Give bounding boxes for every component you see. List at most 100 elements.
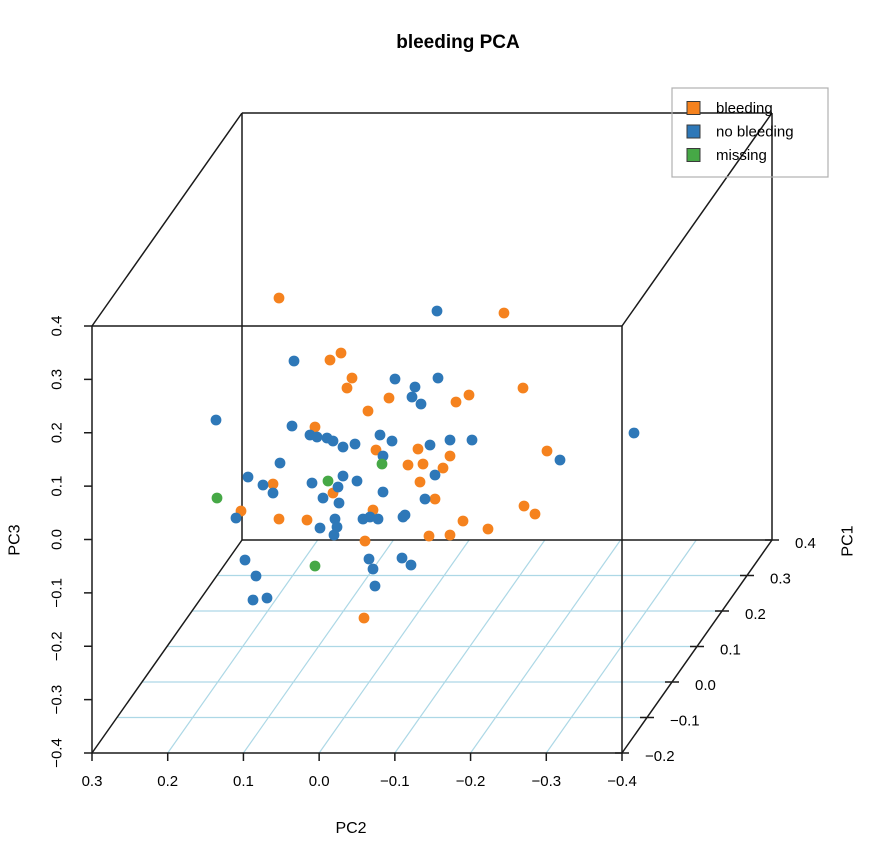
tick-label: −0.3 — [531, 773, 561, 790]
legend-label: missing — [716, 147, 767, 164]
data-point-missing — [376, 458, 388, 470]
data-point-no-bleeding — [328, 529, 340, 541]
tick-label: 0.4 — [795, 535, 816, 552]
data-point-bleeding — [362, 405, 374, 417]
data-point-no-bleeding — [357, 513, 369, 525]
tick-label: −0.1 — [670, 713, 700, 730]
data-point-no-bleeding — [286, 420, 298, 432]
tick-label: 0.2 — [745, 606, 766, 623]
tick-label: −0.4 — [49, 738, 66, 768]
tick-label: 0.1 — [49, 476, 66, 497]
data-point-no-bleeding — [396, 552, 408, 564]
data-point-no-bleeding — [332, 481, 344, 493]
data-point-no-bleeding — [386, 435, 398, 447]
data-point-no-bleeding — [419, 493, 431, 505]
data-point-no-bleeding — [431, 305, 443, 317]
box-edge — [91, 112, 243, 327]
legend: bleeding no bleeding missing — [671, 87, 829, 178]
legend-label: bleeding — [716, 100, 773, 117]
data-point-bleeding — [457, 515, 469, 527]
data-point-bleeding — [370, 444, 382, 456]
tick-label: 0.0 — [309, 773, 330, 790]
data-point-bleeding — [402, 459, 414, 471]
data-point-no-bleeding — [288, 355, 300, 367]
tick-labels: 0.3 0.2 0.1 0.0 −0.1 −0.2 −0.3 −0.4 0.4 0.3 0.2 0.1… — [49, 316, 816, 790]
data-point-no-bleeding — [389, 373, 401, 385]
data-point-bleeding — [383, 392, 395, 404]
x-axis-label: PC2 — [335, 820, 366, 837]
grid-line — [318, 539, 470, 754]
data-point-no-bleeding — [239, 554, 251, 566]
data-point-bleeding — [423, 530, 435, 542]
box-edge — [621, 112, 773, 327]
data-point-bleeding — [437, 462, 449, 474]
axis-ticks — [84, 325, 779, 761]
tick-label: −0.2 — [49, 631, 66, 661]
data-point-no-bleeding — [333, 497, 345, 509]
data-point-bleeding — [341, 382, 353, 394]
tick-label: −0.2 — [456, 773, 486, 790]
data-point-bleeding — [412, 443, 424, 455]
data-point-no-bleeding — [628, 427, 640, 439]
data-point-no-bleeding — [444, 434, 456, 446]
data-point-bleeding — [346, 372, 358, 384]
data-point-no-bleeding — [250, 570, 262, 582]
data-point-no-bleeding — [317, 492, 329, 504]
data-point-no-bleeding — [466, 434, 478, 446]
data-point-no-bleeding — [372, 513, 384, 525]
data-point-no-bleeding — [363, 553, 375, 565]
data-point-no-bleeding — [257, 479, 269, 491]
data-point-no-bleeding — [314, 522, 326, 534]
legend-swatch — [686, 101, 701, 115]
data-point-no-bleeding — [554, 454, 566, 466]
legend-label: no bleeding — [716, 124, 794, 141]
z-axis-label: PC3 — [7, 524, 24, 555]
tick-label: 0.2 — [157, 773, 178, 790]
data-point-no-bleeding — [405, 559, 417, 571]
data-point-no-bleeding — [261, 592, 273, 604]
data-point-bleeding — [359, 535, 371, 547]
data-point-missing — [211, 492, 223, 504]
data-point-missing — [322, 475, 334, 487]
data-point-bleeding — [450, 396, 462, 408]
data-point-bleeding — [267, 478, 279, 490]
data-point-bleeding — [463, 389, 475, 401]
data-point-bleeding — [517, 382, 529, 394]
grid-line — [242, 539, 394, 754]
grid-line — [470, 539, 622, 754]
data-point-bleeding — [324, 354, 336, 366]
data-point-no-bleeding — [337, 441, 349, 453]
tick-label: −0.1 — [49, 578, 66, 608]
data-point-no-bleeding — [242, 471, 254, 483]
data-point-no-bleeding — [415, 398, 427, 410]
tick-label: 0.0 — [695, 677, 716, 694]
legend-swatch — [686, 148, 701, 162]
data-point-no-bleeding — [409, 381, 421, 393]
data-point-no-bleeding — [349, 438, 361, 450]
data-point-no-bleeding — [367, 563, 379, 575]
box-frame — [91, 112, 773, 754]
data-point-no-bleeding — [311, 431, 323, 443]
data-point-no-bleeding — [432, 372, 444, 384]
tick-label: −0.3 — [49, 685, 66, 715]
grid-line — [167, 539, 319, 754]
data-point-bleeding — [429, 493, 441, 505]
data-point-bleeding — [498, 307, 510, 319]
tick-label: −0.1 — [380, 773, 410, 790]
tick-label: 0.3 — [770, 571, 791, 588]
chart-title: bleeding PCA — [396, 32, 520, 53]
data-point-bleeding — [482, 523, 494, 535]
data-point-bleeding — [273, 513, 285, 525]
data-point-bleeding — [518, 500, 530, 512]
data-point-bleeding — [417, 458, 429, 470]
data-point-bleeding — [309, 421, 321, 433]
data-point-bleeding — [301, 514, 313, 526]
data-point-bleeding — [358, 612, 370, 624]
data-point-no-bleeding — [406, 391, 418, 403]
tick-label: 0.3 — [82, 773, 103, 790]
legend-swatch — [686, 124, 701, 139]
data-point-bleeding — [335, 347, 347, 359]
tick-label: 0.1 — [233, 773, 254, 790]
data-point-bleeding — [444, 529, 456, 541]
